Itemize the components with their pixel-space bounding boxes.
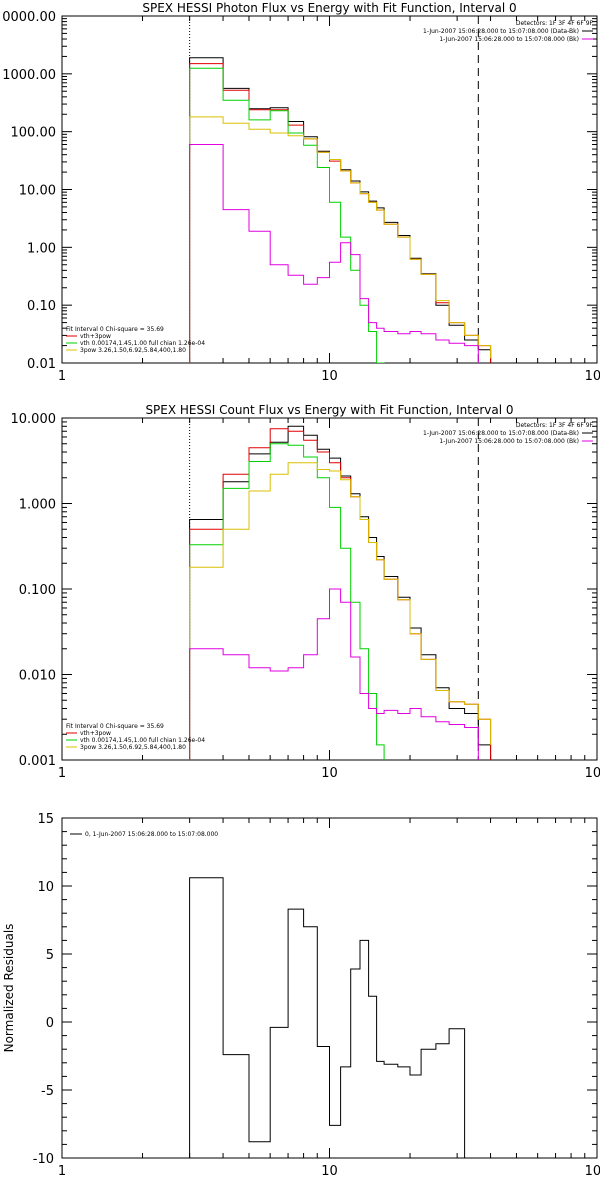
y-tick-label: 0000.00: [2, 10, 56, 25]
y-tick-label: 0.010: [19, 669, 56, 684]
series-line-1: [189, 57, 492, 363]
series-group: [189, 425, 492, 760]
y-tick-label: 10: [37, 880, 54, 895]
x-tick-label: 100: [585, 766, 600, 781]
y-tick-label: 1.00: [27, 241, 56, 256]
fit-legend-item: 3pow 3.26,1.50,6.92,5.84,400,1.80: [80, 347, 186, 354]
y-tick-label: 1000.00: [2, 68, 56, 83]
panel-2: [61, 417, 598, 761]
fit-legend-item: 3pow 3.26,1.50,6.92,5.84,400,1.80: [80, 744, 186, 751]
info-line-data: 1-Jun-2007 15:06:28.000 to 15:07:08.000 …: [423, 28, 579, 35]
chart-title: SPEX HESSI Photon Flux vs Energy with Fi…: [142, 1, 516, 15]
series-line-4: [189, 116, 492, 363]
fit-legend-header: Fit Interval 0 Chi-square = 35.69: [66, 326, 164, 333]
legend-item: 0, 1-Jun-2007 15:06:28.000 to 15:07:08.0…: [85, 831, 218, 838]
detectors-label: Detectors: 1F 3F 4F 6F 9F: [516, 20, 594, 27]
y-tick-label: 0.001: [19, 754, 56, 769]
series-line-4: [189, 462, 492, 760]
series-line-5: [189, 588, 479, 760]
x-tick-label: 100: [585, 369, 600, 384]
series-line-1: [189, 425, 492, 760]
y-tick-label: 1.000: [19, 498, 56, 513]
y-tick-label: 10.00: [19, 184, 56, 199]
y-tick-label: 5: [46, 948, 54, 963]
y-tick-label: 15: [37, 812, 54, 827]
y-tick-label: 0: [46, 1016, 54, 1031]
y-tick-label: -10: [33, 1152, 54, 1167]
y-tick-label: 0.10: [27, 299, 56, 314]
series-line-2: [189, 428, 492, 760]
fit-legend-item: vth 0.00174,1.45,1.00 full chian 1.26e-0…: [80, 737, 205, 744]
fit-legend-header: Fit Interval 0 Chi-square = 35.69: [66, 723, 164, 730]
x-tick-label: 1: [58, 766, 66, 781]
x-tick-label: 1: [58, 1164, 66, 1179]
series-group: [189, 57, 492, 363]
series-line-5: [189, 144, 479, 363]
x-tick-label: 1: [58, 369, 66, 384]
series-line-3: [189, 67, 385, 363]
fit-legend-item: vth+3pow: [80, 333, 111, 340]
series-line-3: [189, 443, 385, 760]
fit-legend-item: vth+3pow: [80, 730, 111, 737]
x-tick-label: 100: [585, 1164, 600, 1179]
x-tick-label: 10: [321, 766, 338, 781]
info-line-bk: 1-Jun-2007 15:06:28.000 to 15:07:08.000 …: [439, 438, 579, 445]
series-group: [189, 877, 466, 1158]
y-axis-label: Normalized Residuals: [2, 924, 16, 1053]
y-tick-label: 10.000: [11, 412, 57, 427]
y-tick-label: -5: [41, 1084, 54, 1099]
y-tick-label: 0.100: [19, 583, 56, 598]
x-tick-label: 10: [321, 369, 338, 384]
panel-3: [61, 817, 598, 1159]
info-line-bk: 1-Jun-2007 15:06:28.000 to 15:07:08.000 …: [439, 36, 579, 43]
chart-title: SPEX HESSI Count Flux vs Energy with Fit…: [145, 403, 513, 417]
y-tick-label: 100.00: [11, 126, 57, 141]
detectors-label: Detectors: 1F 3F 4F 6F 9F: [516, 422, 594, 429]
fit-legend-item: vth 0.00174,1.45,1.00 full chian 1.26e-0…: [80, 340, 205, 347]
series-line-1: [189, 877, 466, 1158]
x-tick-label: 10: [321, 1164, 338, 1179]
y-tick-label: 0.01: [27, 357, 56, 372]
info-line-data: 1-Jun-2007 15:06:28.000 to 15:07:08.000 …: [423, 430, 579, 437]
panel-1: [61, 15, 598, 364]
